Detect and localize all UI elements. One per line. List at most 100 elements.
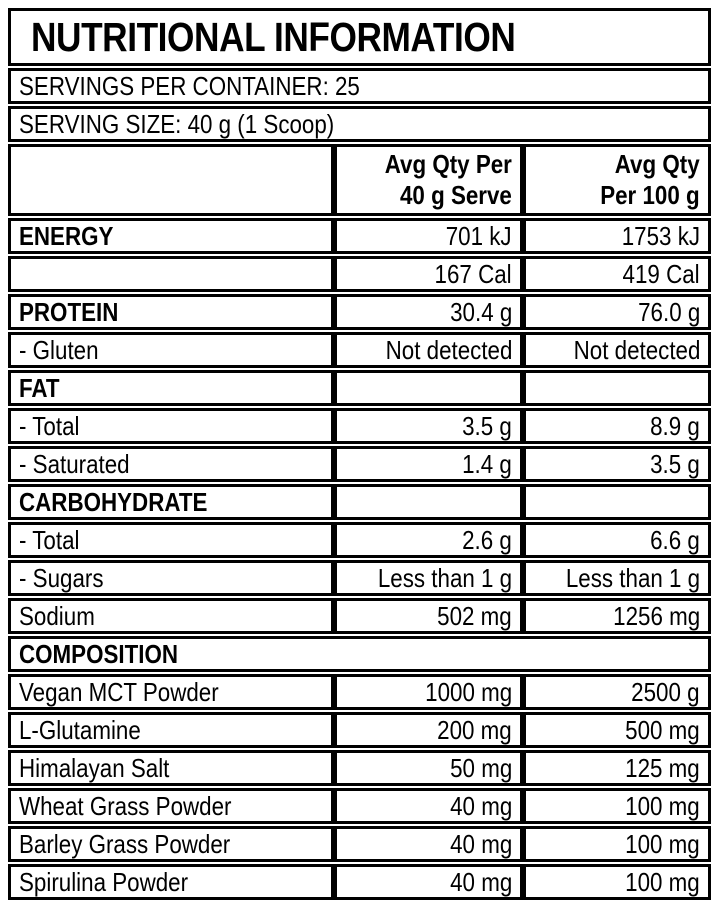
row-label-cell: Barley Grass Powder — [8, 826, 334, 862]
row-saturated: - Saturated 1.4 g 3.5 g — [8, 446, 712, 482]
row-label-cell: - Sugars — [8, 560, 334, 596]
value-per-100g-cell — [523, 370, 712, 406]
value-per-serve-cell: Not detected — [334, 332, 523, 368]
servings-per-container-text: SERVINGS PER CONTAINER: 25 — [19, 71, 360, 101]
row-label: PROTEIN — [19, 297, 119, 327]
servings-row: SERVINGS PER CONTAINER: 25 — [8, 68, 712, 104]
row-label-cell: ENERGY — [8, 218, 334, 254]
column-header-row: Avg Qty Per 40 g Serve Avg Qty Per 100 g — [8, 144, 712, 216]
row-label-cell: - Gluten — [8, 332, 334, 368]
value-per-100g: 100 mg — [625, 791, 701, 821]
header-per-serve-cell: Avg Qty Per 40 g Serve — [334, 144, 523, 216]
row-himalayan-salt: Himalayan Salt 50 mg 125 mg — [8, 750, 712, 786]
value-per-serve-cell: 1000 mg — [334, 674, 523, 710]
value-per-serve-cell — [334, 370, 523, 406]
col-header-per-100g: Avg Qty Per 100 g — [600, 149, 701, 210]
value-per-serve-cell: 200 mg — [334, 712, 523, 748]
value-per-100g-cell — [523, 484, 712, 520]
value-per-100g-cell: 100 mg — [523, 864, 712, 900]
value-per-100g-cell: 6.6 g — [523, 522, 712, 558]
value-per-serve: 30.4 g — [449, 297, 512, 327]
row-sodium: Sodium 502 mg 1256 mg — [8, 598, 712, 634]
row-total: - Total 3.5 g 8.9 g — [8, 408, 712, 444]
value-per-serve: 701 kJ — [446, 221, 512, 251]
row-label-cell: Sodium — [8, 598, 334, 634]
row-barley-grass-powder: Barley Grass Powder 40 mg 100 mg — [8, 826, 712, 862]
row-label: Wheat Grass Powder — [19, 791, 232, 821]
row-fat: FAT — [8, 370, 712, 406]
value-per-100g: 1256 mg — [612, 601, 701, 631]
value-per-100g: 125 mg — [625, 753, 701, 783]
value-per-serve: 1000 mg — [424, 677, 512, 707]
value-per-100g-cell: 419 Cal — [523, 256, 712, 292]
row-protein: PROTEIN 30.4 g 76.0 g — [8, 294, 712, 330]
row-label: - Gluten — [19, 335, 99, 365]
row-idx-1: 167 Cal 419 Cal — [8, 256, 712, 292]
row-label: FAT — [19, 373, 60, 403]
value-per-100g-cell: 1256 mg — [523, 598, 712, 634]
row-label-cell: Spirulina Powder — [8, 864, 334, 900]
row-label: L-Glutamine — [19, 715, 141, 745]
row-label-cell: - Total — [8, 522, 334, 558]
value-per-100g-cell: 8.9 g — [523, 408, 712, 444]
row-label-cell: Himalayan Salt — [8, 750, 334, 786]
row-label: Spirulina Powder — [19, 867, 189, 897]
value-per-100g-cell: 100 mg — [523, 826, 712, 862]
value-per-100g: 1753 kJ — [621, 221, 701, 251]
row-vegan-mct-powder: Vegan MCT Powder 1000 mg 2500 g — [8, 674, 712, 710]
value-per-100g: 8.9 g — [650, 411, 701, 441]
section-row-composition: COMPOSITION — [8, 636, 712, 672]
value-per-serve: 2.6 g — [462, 525, 512, 555]
value-per-100g: Less than 1 g — [565, 563, 701, 593]
value-per-serve-cell: 50 mg — [334, 750, 523, 786]
value-per-100g: 100 mg — [625, 829, 701, 859]
value-per-serve: 167 Cal — [434, 259, 512, 289]
header-per-100g-cell: Avg Qty Per 100 g — [523, 144, 712, 216]
value-per-serve-cell: 3.5 g — [334, 408, 523, 444]
title-cell: NUTRITIONAL INFORMATION — [8, 8, 712, 66]
value-per-serve: 40 mg — [449, 867, 512, 897]
value-per-100g-cell: 100 mg — [523, 788, 712, 824]
value-per-100g: 100 mg — [625, 867, 701, 897]
row-label: CARBOHYDRATE — [19, 487, 208, 517]
value-per-100g: 500 mg — [625, 715, 701, 745]
value-per-100g: 3.5 g — [650, 449, 701, 479]
row-label: Himalayan Salt — [19, 753, 170, 783]
value-per-100g-cell: 125 mg — [523, 750, 712, 786]
value-per-serve-cell: 701 kJ — [334, 218, 523, 254]
value-per-serve-cell: 30.4 g — [334, 294, 523, 330]
value-per-100g-cell: 500 mg — [523, 712, 712, 748]
row-total: - Total 2.6 g 6.6 g — [8, 522, 712, 558]
row-label: - Total — [19, 525, 80, 555]
value-per-serve: 40 mg — [449, 829, 512, 859]
value-per-100g-cell: 3.5 g — [523, 446, 712, 482]
value-per-serve: 1.4 g — [462, 449, 512, 479]
row-l-glutamine: L-Glutamine 200 mg 500 mg — [8, 712, 712, 748]
value-per-serve-cell: 2.6 g — [334, 522, 523, 558]
row-label-cell: - Saturated — [8, 446, 334, 482]
value-per-100g-cell: 2500 g — [523, 674, 712, 710]
row-energy: ENERGY 701 kJ 1753 kJ — [8, 218, 712, 254]
value-per-serve-cell: 167 Cal — [334, 256, 523, 292]
value-per-100g: Not detected — [573, 335, 701, 365]
value-per-serve-cell: Less than 1 g — [334, 560, 523, 596]
row-sugars: - Sugars Less than 1 g Less than 1 g — [8, 560, 712, 596]
row-label: - Saturated — [19, 449, 130, 479]
value-per-100g: 419 Cal — [622, 259, 701, 289]
value-per-100g: 6.6 g — [650, 525, 701, 555]
row-label-cell — [8, 256, 334, 292]
row-wheat-grass-powder: Wheat Grass Powder 40 mg 100 mg — [8, 788, 712, 824]
panel-title: NUTRITIONAL INFORMATION — [31, 14, 516, 60]
row-label-cell: Vegan MCT Powder — [8, 674, 334, 710]
nutrition-table: NUTRITIONAL INFORMATION SERVINGS PER CON… — [8, 6, 712, 902]
section-label-cell: COMPOSITION — [8, 636, 712, 672]
value-per-100g-cell: Not detected — [523, 332, 712, 368]
value-per-serve-cell: 40 mg — [334, 788, 523, 824]
row-label-cell: PROTEIN — [8, 294, 334, 330]
value-per-serve-cell: 40 mg — [334, 864, 523, 900]
value-per-serve: 502 mg — [437, 601, 512, 631]
row-label: - Total — [19, 411, 80, 441]
col-header-per-serve: Avg Qty Per 40 g Serve — [384, 149, 512, 210]
row-label: Barley Grass Powder — [19, 829, 231, 859]
